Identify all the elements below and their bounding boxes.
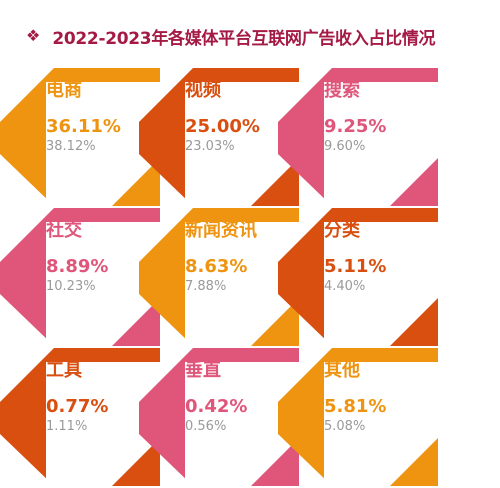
- platform-label: 电商: [46, 80, 82, 101]
- share-2022-value: 1.11%: [46, 419, 88, 434]
- text-panel: [324, 82, 438, 206]
- share-2023-value: 25.00%: [185, 116, 260, 137]
- text-panel: [185, 362, 299, 486]
- share-2023-value: 5.11%: [324, 256, 387, 277]
- share-2023-value: 9.25%: [324, 116, 387, 137]
- share-2022-value: 9.60%: [324, 139, 366, 154]
- chevron-tail: [112, 158, 160, 206]
- chevron-tail: [390, 158, 438, 206]
- platform-label: 搜索: [324, 80, 360, 101]
- share-2022-value: 4.40%: [324, 279, 366, 294]
- share-2022-value: 5.08%: [324, 419, 366, 434]
- share-2022-value: 7.88%: [185, 279, 227, 294]
- chevron-shape: [278, 348, 438, 486]
- platform-card: 其他 5.81% 5.08%: [278, 348, 443, 488]
- share-2023-value: 0.77%: [46, 396, 109, 417]
- platform-card: 搜索 9.25% 9.60%: [278, 68, 443, 208]
- platform-label: 垂直: [185, 360, 221, 381]
- platform-label: 分类: [324, 220, 360, 241]
- chevron-shape: [139, 208, 299, 346]
- share-2023-value: 8.63%: [185, 256, 248, 277]
- platform-card: 视频 25.00% 23.03%: [139, 68, 304, 208]
- text-panel: [46, 222, 160, 346]
- share-2022-value: 0.56%: [185, 419, 227, 434]
- chevron-fill: [278, 68, 438, 206]
- chevron-fill: [139, 348, 299, 486]
- chevron-tail: [251, 298, 299, 346]
- share-2023-value: 8.89%: [46, 256, 109, 277]
- text-panel: [185, 222, 299, 346]
- chevron-fill: [0, 208, 160, 346]
- platform-card: 新闻资讯 8.63% 7.88%: [139, 208, 304, 348]
- platform-label: 其他: [324, 360, 360, 381]
- share-2022-value: 38.12%: [46, 139, 96, 154]
- chevron-fill: [278, 208, 438, 346]
- chevron-fill: [278, 348, 438, 486]
- platform-label: 新闻资讯: [185, 220, 257, 241]
- text-panel: [185, 82, 299, 206]
- chevron-fill: [0, 68, 160, 206]
- text-panel: [324, 362, 438, 486]
- chevron-tail: [112, 298, 160, 346]
- text-panel: [324, 222, 438, 346]
- chevron-fill: [139, 208, 299, 346]
- chevron-shape: [0, 68, 160, 206]
- share-2022-value: 23.03%: [185, 139, 235, 154]
- share-2022-value: 10.23%: [46, 279, 96, 294]
- share-2023-value: 0.42%: [185, 396, 248, 417]
- chevron-shape: [0, 208, 160, 346]
- share-2023-value: 5.81%: [324, 396, 387, 417]
- chart-header: ❖ 2022-2023年各媒体平台互联网广告收入占比情况: [26, 21, 436, 51]
- chart-title: 2022-2023年各媒体平台互联网广告收入占比情况: [52, 28, 436, 49]
- diamond-bullet-icon: ❖: [26, 26, 41, 45]
- chevron-fill: [139, 68, 299, 206]
- chevron-tail: [390, 298, 438, 346]
- platform-label: 视频: [185, 80, 221, 101]
- platform-label: 工具: [46, 360, 82, 381]
- chevron-fill: [0, 348, 160, 486]
- platform-card: 社交 8.89% 10.23%: [0, 208, 165, 348]
- chevron-shape: [278, 208, 438, 346]
- text-panel: [46, 82, 160, 206]
- chevron-shape: [139, 68, 299, 206]
- platform-card: 分类 5.11% 4.40%: [278, 208, 443, 348]
- text-panel: [46, 362, 160, 486]
- platform-card: 电商 36.11% 38.12%: [0, 68, 165, 208]
- share-2023-value: 36.11%: [46, 116, 121, 137]
- platform-label: 社交: [46, 220, 82, 241]
- chevron-tail: [251, 158, 299, 206]
- chevron-shape: [278, 68, 438, 206]
